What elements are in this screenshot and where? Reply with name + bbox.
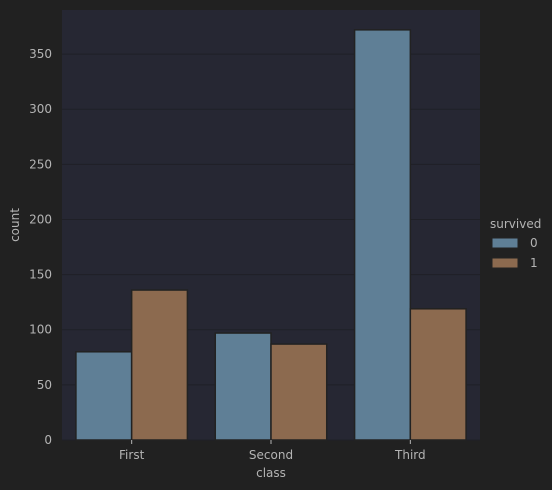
bar-third-survived-1	[409, 308, 467, 441]
legend: survived 0 1	[490, 217, 541, 270]
x-tick-labels: First Second Third	[119, 440, 426, 462]
y-tick-label: 300	[29, 102, 52, 116]
bar-second-survived-0	[214, 332, 272, 441]
x-axis-title: class	[256, 466, 286, 480]
y-tick-label: 100	[29, 323, 52, 337]
legend-title: survived	[490, 217, 541, 231]
y-tick-label: 350	[29, 47, 52, 61]
bar-third-survived-0	[353, 29, 412, 441]
y-axis-title: count	[8, 208, 22, 242]
legend-swatch-1	[491, 257, 519, 269]
y-tick-label: 250	[29, 157, 52, 171]
y-tick-labels: 0 50 100 150 200 250 300 350	[29, 47, 52, 447]
y-tick-label: 150	[29, 268, 52, 282]
bars	[75, 29, 467, 441]
x-tick-label: Second	[249, 448, 293, 462]
y-tick-label: 200	[29, 212, 52, 226]
legend-label-1: 1	[530, 256, 538, 270]
bar-first-survived-1	[130, 289, 189, 441]
bar-second-survived-1	[270, 343, 328, 441]
legend-swatch-0	[491, 237, 519, 249]
x-tick-label: First	[119, 448, 145, 462]
x-tick-label: Third	[394, 448, 426, 462]
y-tick-label: 50	[37, 378, 52, 392]
legend-label-0: 0	[530, 236, 538, 250]
bar-first-survived-0	[75, 351, 133, 441]
y-tick-label: 0	[44, 433, 52, 447]
